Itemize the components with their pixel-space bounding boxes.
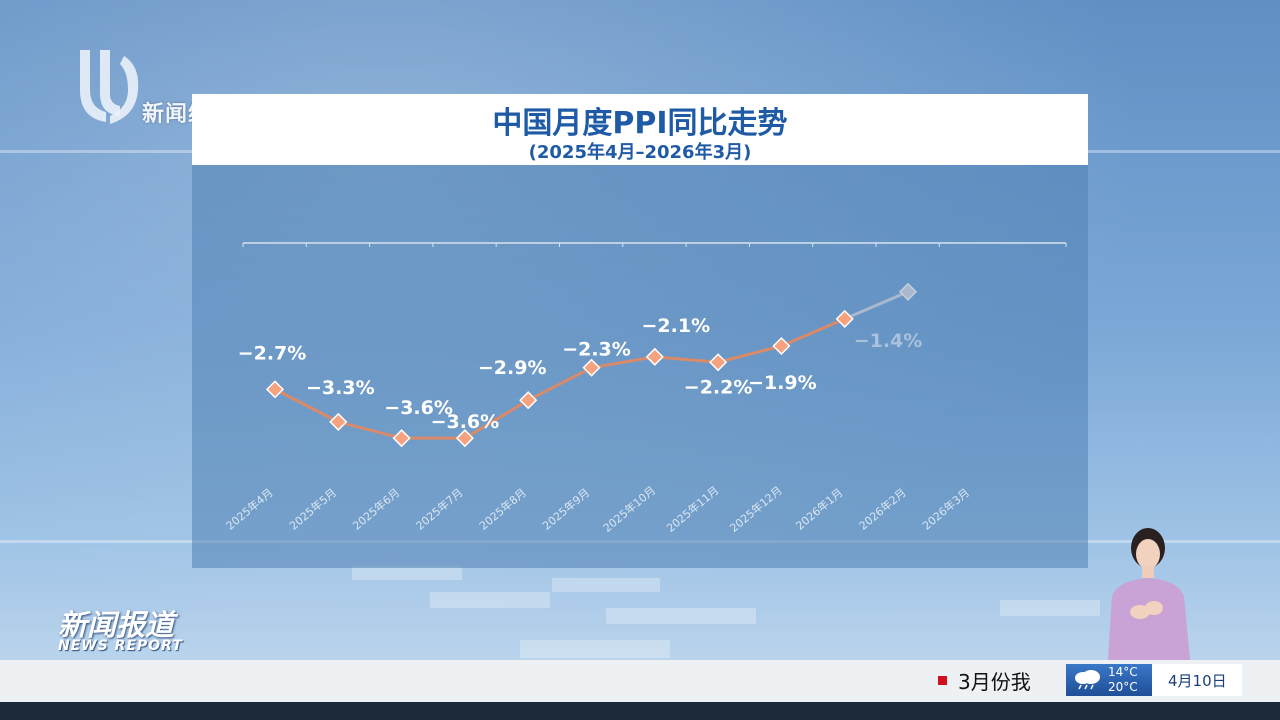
series-line-segment bbox=[464, 398, 529, 440]
x-tick-label: 2025年7月 bbox=[413, 485, 466, 532]
data-point-marker bbox=[582, 358, 601, 377]
ticker-text: 3月份我 bbox=[958, 670, 1031, 694]
temperature-low: 20°C bbox=[1108, 680, 1138, 694]
series-line-segment bbox=[844, 290, 909, 321]
program-title-cn: 新闻报道 bbox=[58, 608, 175, 642]
background-tile bbox=[352, 566, 462, 580]
series-line-segment bbox=[337, 420, 402, 440]
date-box bbox=[1152, 664, 1242, 696]
data-point-marker bbox=[898, 282, 918, 301]
x-tick-label: 2026年3月 bbox=[919, 485, 972, 532]
background-tile bbox=[606, 608, 756, 624]
chart-title: 中国月度PPI同比走势 bbox=[492, 106, 788, 141]
data-label: −2.9% bbox=[478, 357, 547, 379]
channel-logo-icon bbox=[80, 50, 139, 124]
data-point-marker bbox=[455, 429, 474, 448]
x-tick-label: 2025年4月 bbox=[223, 485, 276, 532]
data-point-marker bbox=[772, 336, 791, 356]
data-label: −1.9% bbox=[748, 372, 817, 394]
data-point-marker bbox=[835, 309, 854, 328]
background-tile bbox=[552, 578, 660, 592]
data-label: −2.1% bbox=[641, 315, 710, 337]
x-tick-label: 2025年9月 bbox=[540, 485, 593, 532]
background-tile bbox=[430, 592, 550, 608]
series-line-segment bbox=[591, 355, 656, 370]
sign-language-interpreter bbox=[1108, 528, 1190, 660]
series-line-segment bbox=[654, 355, 719, 364]
data-label: −2.2% bbox=[684, 376, 753, 398]
chart-title-box: 中国月度PPI同比走势 (2025年4月–2026年3月) bbox=[192, 94, 1088, 165]
background-tile bbox=[1000, 600, 1100, 616]
x-tick-label: 2025年11月 bbox=[664, 483, 722, 535]
series-line-segment bbox=[780, 317, 846, 348]
bottom-bar bbox=[0, 702, 1280, 720]
chart-panel bbox=[192, 94, 1088, 568]
data-label: −3.6% bbox=[384, 397, 453, 419]
chart-subtitle: (2025年4月–2026年3月) bbox=[528, 142, 752, 163]
temperature-high: 14°C bbox=[1108, 665, 1138, 679]
rain-cloud-icon bbox=[1075, 670, 1100, 690]
x-tick-label: 2026年1月 bbox=[793, 485, 846, 532]
data-label: −3.6% bbox=[431, 411, 500, 433]
series-line-segment bbox=[274, 388, 339, 424]
data-label: −3.3% bbox=[306, 377, 375, 399]
data-label: −1.4% bbox=[854, 330, 923, 352]
series-line-segment bbox=[717, 344, 782, 364]
data-point-marker bbox=[645, 347, 664, 366]
x-tick-label: 2025年10月 bbox=[600, 483, 658, 535]
x-tick-label: 2025年5月 bbox=[286, 485, 339, 532]
program-title-en: NEWS REPORT bbox=[58, 638, 183, 654]
data-point-marker bbox=[265, 380, 285, 399]
data-point-marker bbox=[709, 353, 728, 372]
data-point-marker bbox=[392, 429, 411, 448]
x-tick-label: 2026年2月 bbox=[856, 485, 909, 532]
series-line-segment bbox=[527, 366, 593, 402]
x-tick-label: 2025年12月 bbox=[727, 483, 785, 535]
data-point-marker bbox=[329, 412, 348, 431]
data-label: −2.7% bbox=[238, 342, 307, 364]
x-tick-label: 2025年6月 bbox=[350, 485, 403, 532]
ticker-bullet-icon bbox=[938, 676, 947, 685]
background-tile bbox=[520, 640, 670, 658]
ticker-date: 4月10日 bbox=[1168, 672, 1227, 690]
data-point-marker bbox=[519, 391, 538, 410]
x-tick-label: 2025年8月 bbox=[476, 485, 529, 532]
data-label: −2.3% bbox=[562, 339, 631, 361]
